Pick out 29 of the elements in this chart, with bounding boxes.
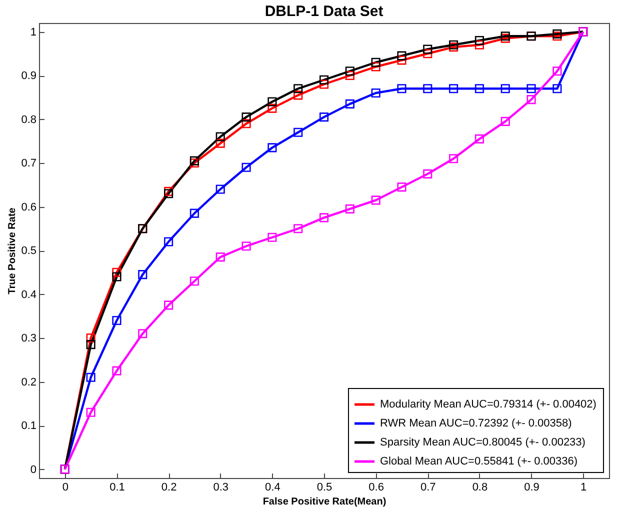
y-tick-label: 0.7 xyxy=(21,158,36,170)
legend-label: RWR Mean AUC=0.72392 (+- 0.00358) xyxy=(380,418,572,430)
x-tick-label: 0.5 xyxy=(316,482,332,494)
y-tick-label: 1 xyxy=(30,26,36,38)
chart-title: DBLP-1 Data Set xyxy=(264,3,384,20)
x-tick-label: 0.4 xyxy=(265,482,280,494)
x-tick-label: 0.8 xyxy=(472,482,488,494)
y-tick-label: 0.2 xyxy=(21,376,36,388)
x-tick-label: 0.2 xyxy=(161,482,177,494)
x-tick-label: 0.3 xyxy=(213,482,229,494)
x-tick-label: 1 xyxy=(580,482,587,494)
legend-label: Modularity Mean AUC=0.79314 (+- 0.00402) xyxy=(380,398,596,410)
y-tick-label: 0.1 xyxy=(21,420,36,432)
y-tick-label: 0.3 xyxy=(21,332,36,344)
y-tick-label: 0 xyxy=(30,464,36,476)
legend-label: Sparsity Mean AUC=0.80045 (+- 0.00233) xyxy=(380,436,586,448)
x-axis-title: False Positive Rate(Mean) xyxy=(262,496,386,508)
y-tick-label: 0.8 xyxy=(21,114,36,126)
x-tick-label: 0.1 xyxy=(110,482,125,494)
x-tick-label: 0.7 xyxy=(420,482,436,494)
x-tick-label: 0.9 xyxy=(524,482,540,494)
x-tick-label: 0.6 xyxy=(368,482,384,494)
legend-label: Global Mean AUC=0.55841 (+- 0.00336) xyxy=(380,456,578,468)
y-tick-label: 0.4 xyxy=(21,288,36,301)
y-tick-label: 0.5 xyxy=(21,245,36,257)
y-axis-title: True Positive Rate xyxy=(7,207,18,294)
x-tick-label: 0 xyxy=(62,482,68,494)
y-tick-label: 0.9 xyxy=(21,70,36,82)
y-tick-label: 0.6 xyxy=(21,201,36,214)
